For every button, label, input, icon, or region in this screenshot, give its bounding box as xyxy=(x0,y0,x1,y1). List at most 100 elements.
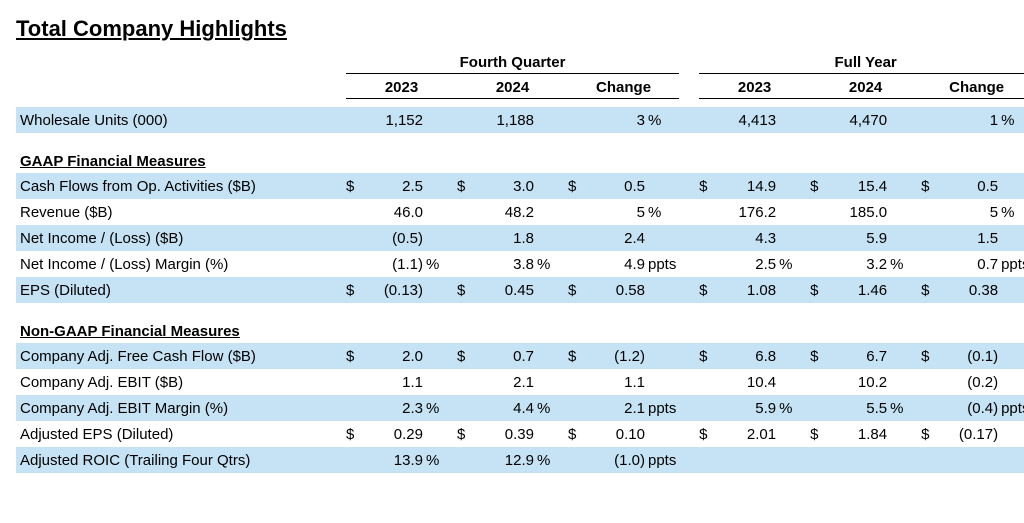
fy-y1-suf xyxy=(776,225,810,251)
q-y2-suf xyxy=(534,277,568,303)
table-row: Adjusted ROIC (Trailing Four Qtrs) 13.9 … xyxy=(16,447,1024,473)
q-chg-val: 0.10 xyxy=(590,421,645,447)
fy-chg-sym xyxy=(921,369,943,395)
fy-y2-val: 15.4 xyxy=(832,173,887,199)
fy-y2-sym xyxy=(810,369,832,395)
spacer-row xyxy=(16,99,1024,108)
fy-y1-suf: % xyxy=(776,251,810,277)
fy-y2-suf xyxy=(887,173,921,199)
fy-chg-sym: $ xyxy=(921,421,943,447)
q-y1-val: 1,152 xyxy=(368,107,423,133)
q-y1-sym xyxy=(346,369,368,395)
section-header-row: GAAP Financial Measures xyxy=(16,133,1024,173)
row-label: Adjusted ROIC (Trailing Four Qtrs) xyxy=(16,447,346,473)
q-chg-sym: $ xyxy=(568,173,590,199)
table-row: Company Adj. Free Cash Flow ($B) $ 2.0 $… xyxy=(16,343,1024,369)
row-label: Net Income / (Loss) ($B) xyxy=(16,225,346,251)
q-chg-sym xyxy=(568,199,590,225)
fy-y1-sym xyxy=(699,251,721,277)
fy-y1-val: 4.3 xyxy=(721,225,776,251)
fy-y1-val: 10.4 xyxy=(721,369,776,395)
fy-chg-val: 0.5 xyxy=(943,173,998,199)
q-y2-sym xyxy=(457,251,479,277)
q-y2-sym xyxy=(457,199,479,225)
table-row: Net Income / (Loss) Margin (%) (1.1) % 3… xyxy=(16,251,1024,277)
q-chg-val: 3 xyxy=(590,107,645,133)
q-chg-sym: $ xyxy=(568,421,590,447)
q-chg-suf xyxy=(645,173,679,199)
fy-y2-val: 10.2 xyxy=(832,369,887,395)
q-chg-suf xyxy=(645,225,679,251)
q-y2-suf xyxy=(534,199,568,225)
gap-cell xyxy=(679,199,699,225)
period-header-row: Fourth Quarter Full Year xyxy=(16,54,1024,74)
q-y2-suf xyxy=(534,173,568,199)
q-y1-suf xyxy=(423,343,457,369)
q-chg-sym xyxy=(568,369,590,395)
fy-y1-val: 14.9 xyxy=(721,173,776,199)
q-chg-sym xyxy=(568,447,590,473)
fy-y2-val: 1.84 xyxy=(832,421,887,447)
q-y1-suf: % xyxy=(423,447,457,473)
fy-y2-val: 1.46 xyxy=(832,277,887,303)
fy-y2-val: 3.2 xyxy=(832,251,887,277)
fy-y1-val xyxy=(721,447,776,473)
q-y2-val: 0.7 xyxy=(479,343,534,369)
page-title: Total Company Highlights xyxy=(16,16,1008,42)
fy-y1-val: 2.5 xyxy=(721,251,776,277)
fy-chg-suf: % xyxy=(998,199,1024,225)
fy-y2-sym xyxy=(810,225,832,251)
q-y2-suf: % xyxy=(534,251,568,277)
q-chg-val: 2.1 xyxy=(590,395,645,421)
fy-chg-val: (0.2) xyxy=(943,369,998,395)
table-row: Company Adj. EBIT Margin (%) 2.3 % 4.4 %… xyxy=(16,395,1024,421)
q-y1-sym: $ xyxy=(346,343,368,369)
fy-y2-suf xyxy=(887,421,921,447)
q-y1-sym xyxy=(346,199,368,225)
q-y2-sym xyxy=(457,225,479,251)
q-chg-sym xyxy=(568,251,590,277)
gap-cell xyxy=(679,421,699,447)
table-row: Cash Flows from Op. Activities ($B) $ 2.… xyxy=(16,173,1024,199)
fy-y2-sym: $ xyxy=(810,173,832,199)
q-chg-val: (1.2) xyxy=(590,343,645,369)
q-y1-val: 1.1 xyxy=(368,369,423,395)
fy-chg-suf: ppts xyxy=(998,251,1024,277)
fy-y2-sym: $ xyxy=(810,277,832,303)
fy-y2-sym xyxy=(810,251,832,277)
q-chg-val: 0.58 xyxy=(590,277,645,303)
fy-y2-sym: $ xyxy=(810,421,832,447)
fy-chg-val: 0.38 xyxy=(943,277,998,303)
q-y1-val: 2.5 xyxy=(368,173,423,199)
q-y1-val: (0.5) xyxy=(368,225,423,251)
q-y1-suf xyxy=(423,369,457,395)
fy-chg-val: (0.4) xyxy=(943,395,998,421)
q-chg-val: (1.0) xyxy=(590,447,645,473)
gap-cell xyxy=(679,277,699,303)
fy-y1-sym xyxy=(699,447,721,473)
row-label: Wholesale Units (000) xyxy=(16,107,346,133)
table-row: Revenue ($B) 46.0 48.2 5 % 176.2 185.0 5… xyxy=(16,199,1024,225)
q-y2-val: 1,188 xyxy=(479,107,534,133)
fy-chg-val: 1.5 xyxy=(943,225,998,251)
fy-chg-suf xyxy=(998,421,1024,447)
q-y1-val: 46.0 xyxy=(368,199,423,225)
fy-chg-sym xyxy=(921,225,943,251)
fy-chg-suf: ppts xyxy=(998,395,1024,421)
fy-y2-suf xyxy=(887,447,921,473)
q-y2-sym: $ xyxy=(457,277,479,303)
fy-chg-suf xyxy=(998,343,1024,369)
q-y1-suf: % xyxy=(423,251,457,277)
fy-y2-val: 4,470 xyxy=(832,107,887,133)
fy-y1-sym xyxy=(699,225,721,251)
fy-y1-sym xyxy=(699,395,721,421)
row-label: Net Income / (Loss) Margin (%) xyxy=(16,251,346,277)
highlights-table: Fourth Quarter Full Year 2023 2024 Chang… xyxy=(16,54,1024,473)
q-y1-sym xyxy=(346,395,368,421)
row-label: Revenue ($B) xyxy=(16,199,346,225)
fy-y2-val: 5.5 xyxy=(832,395,887,421)
fy-y2-suf xyxy=(887,107,921,133)
q-chg-suf xyxy=(645,277,679,303)
gap-cell xyxy=(679,343,699,369)
q-y2-val: 48.2 xyxy=(479,199,534,225)
